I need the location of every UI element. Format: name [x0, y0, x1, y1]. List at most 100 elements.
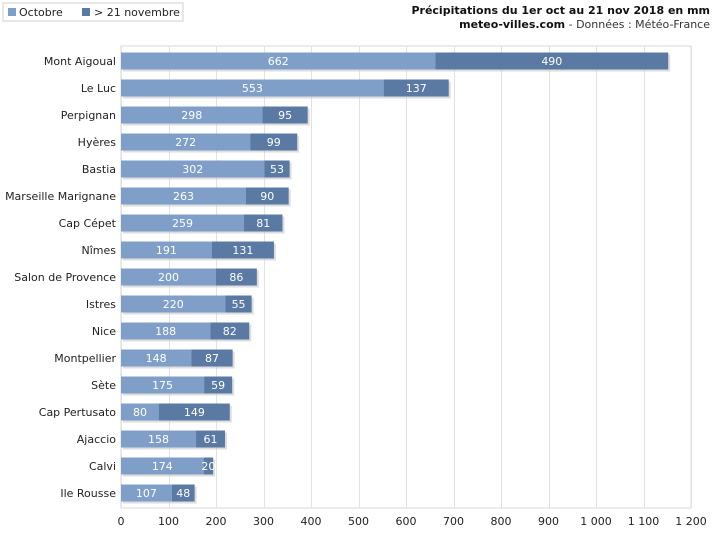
category-label: Bastia	[82, 163, 116, 176]
legend-swatch-octobre	[8, 8, 16, 16]
data-label-novembre: 87	[205, 352, 219, 365]
chart-header: Précipitations du 1er oct au 21 nov 2018…	[411, 4, 710, 31]
data-label-novembre: 149	[184, 406, 205, 419]
data-label-novembre: 20	[201, 460, 215, 473]
data-label-octobre: 220	[163, 298, 184, 311]
legend-box	[2, 2, 184, 22]
data-label-octobre: 175	[152, 379, 173, 392]
bar-octobre	[121, 457, 204, 475]
chart-source: meteo-villes.com - Données : Météo-Franc…	[459, 18, 710, 31]
bar-octobre	[121, 133, 251, 151]
bar-novembre	[196, 430, 226, 448]
category-label: Salon de Provence	[14, 271, 116, 284]
bar-octobre	[121, 241, 212, 259]
category-label: Sète	[91, 379, 116, 392]
bar-novembre	[250, 133, 298, 151]
data-label-octobre: 302	[182, 163, 203, 176]
bar-octobre	[121, 349, 192, 367]
data-label-novembre: 81	[256, 217, 270, 230]
category-label: Istres	[86, 298, 116, 311]
data-label-octobre: 80	[133, 406, 147, 419]
bar-novembre	[245, 187, 289, 205]
data-label-octobre: 298	[181, 109, 202, 122]
bar-novembre	[204, 376, 233, 394]
bar-novembre	[159, 403, 230, 421]
data-label-octobre: 259	[172, 217, 193, 230]
tick-label: 900	[538, 515, 559, 528]
data-label-octobre: 553	[242, 82, 263, 95]
bar-novembre	[383, 79, 449, 97]
tick-label: 800	[491, 515, 512, 528]
bar-octobre	[121, 295, 226, 313]
bar-novembre	[203, 457, 214, 475]
bar-novembre	[435, 52, 669, 70]
bar-novembre	[171, 484, 195, 502]
category-label: Ajaccio	[77, 433, 116, 446]
legend-swatch-novembre	[82, 8, 90, 16]
category-label: Nîmes	[82, 244, 117, 257]
data-label-novembre: 82	[223, 325, 237, 338]
data-label-novembre: 131	[232, 244, 253, 257]
bar-octobre	[121, 79, 384, 97]
category-label: Le Luc	[81, 82, 116, 95]
bar-octobre	[121, 106, 263, 124]
data-label-octobre: 158	[148, 433, 169, 446]
tick-label: 500	[348, 515, 369, 528]
data-label-novembre: 59	[211, 379, 225, 392]
tick-label: 0	[118, 515, 125, 528]
data-label-novembre: 55	[232, 298, 246, 311]
tick-label: 400	[301, 515, 322, 528]
category-axis: Mont Aigoual Le Luc Perpignan Hyères Bastia M…	[5, 55, 117, 500]
tick-label: 600	[396, 515, 417, 528]
bar-novembre	[211, 241, 274, 259]
data-label-novembre: 61	[204, 433, 218, 446]
bar-octobre	[121, 322, 211, 340]
bar-novembre	[191, 349, 233, 367]
bar-novembre	[264, 160, 290, 178]
legend-label-novembre: > 21 novembre	[94, 6, 180, 19]
data-label-novembre: 53	[270, 163, 284, 176]
data-label-octobre: 263	[173, 190, 194, 203]
data-label-octobre: 188	[155, 325, 176, 338]
bar-octobre	[121, 403, 159, 421]
category-label: Montpellier	[54, 352, 116, 365]
category-label: Ile Rousse	[60, 487, 116, 500]
data-label-novembre: 95	[278, 109, 292, 122]
category-label: Cap Pertusato	[39, 406, 117, 419]
tick-label: 1 100	[628, 515, 660, 528]
category-label: Hyères	[78, 136, 117, 149]
source-credits: - Données : Météo-France	[565, 18, 710, 31]
legend-label-octobre: Octobre	[19, 6, 63, 19]
data-label-octobre: 662	[268, 55, 289, 68]
data-label-octobre: 174	[152, 460, 173, 473]
category-label: Nice	[92, 325, 116, 338]
category-label: Calvi	[89, 460, 116, 473]
bar-octobre	[121, 376, 205, 394]
bar-octobre	[121, 214, 245, 232]
bar-novembre	[225, 295, 252, 313]
bar-novembre	[262, 106, 308, 124]
tick-label: 1 000	[580, 515, 612, 528]
bar-novembre	[210, 322, 250, 340]
bar-octobre	[121, 52, 436, 70]
data-label-novembre: 99	[267, 136, 281, 149]
tick-label: 1 200	[675, 515, 707, 528]
bar-octobre	[121, 268, 216, 286]
data-label-octobre: 148	[146, 352, 167, 365]
category-label: Perpignan	[61, 109, 116, 122]
data-label-novembre: 86	[229, 271, 243, 284]
bar-octobre	[121, 484, 172, 502]
bar-octobre	[121, 160, 265, 178]
data-label-novembre: 48	[176, 487, 190, 500]
data-label-octobre: 272	[175, 136, 196, 149]
tick-label: 100	[158, 515, 179, 528]
data-label-novembre: 490	[541, 55, 562, 68]
bar-novembre	[244, 214, 283, 232]
data-label-octobre: 200	[158, 271, 179, 284]
chart-title: Précipitations du 1er oct au 21 nov 2018…	[411, 4, 710, 17]
legend: Octobre > 21 novembre	[2, 2, 184, 22]
category-label: Marseille Marignane	[5, 190, 116, 203]
category-label: Mont Aigoual	[44, 55, 116, 68]
